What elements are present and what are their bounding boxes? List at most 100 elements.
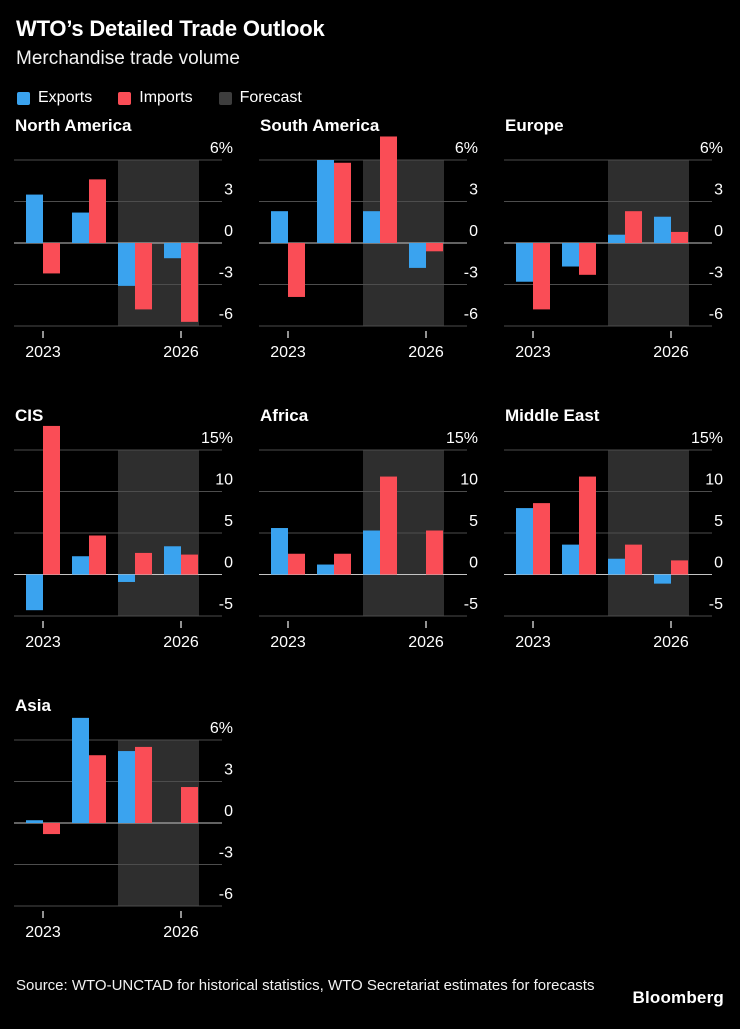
bar-exports-2023: [516, 508, 533, 575]
y-tick-label: -5: [464, 596, 478, 613]
y-tick-label: 15%: [201, 430, 233, 447]
chart-svg: 6% 3 0 -3 -6 2023 2026: [14, 717, 233, 941]
bar-imports-2023: [533, 243, 550, 310]
bar-exports-2023: [271, 528, 288, 575]
bar-exports-2026: [654, 216, 671, 243]
legend-label: Forecast: [239, 89, 302, 106]
chart-title: North America: [15, 116, 132, 135]
y-tick-label: -6: [219, 886, 233, 903]
bloomberg-logo: Bloomberg: [632, 988, 724, 1007]
bar-imports-2023: [43, 243, 60, 274]
bar-exports-2025: [363, 530, 380, 575]
y-tick-label: -6: [464, 306, 478, 323]
chart-asia: Asia 6% 3 0 -3 -6 2023 2026: [0, 690, 245, 950]
bar-imports-2026: [181, 787, 198, 823]
y-tick-label: -6: [219, 306, 233, 323]
legend-swatch-imports: [118, 91, 132, 105]
bar-exports-2023: [26, 574, 43, 611]
bar-exports-2026: [164, 243, 181, 259]
bar-imports-2024: [89, 535, 106, 575]
bar-imports-2025: [625, 544, 642, 575]
bar-exports-2024: [72, 717, 89, 823]
x-tick-label: 2026: [163, 344, 199, 361]
bar-imports-2023: [288, 243, 305, 297]
chart-middle-east: Middle East 15% 10 5 0 -5 2023 2026: [490, 400, 735, 660]
bar-exports-2024: [72, 212, 89, 243]
bar-imports-2023: [43, 823, 60, 835]
y-tick-label: -3: [464, 265, 478, 282]
bar-imports-2026: [671, 231, 688, 243]
chart-south-america: South America 6% 3 0 -3 -6 2023 2026: [245, 110, 490, 370]
bar-imports-2025: [135, 243, 152, 310]
chart-title: CIS: [15, 406, 44, 425]
chart-cis: CIS 15% 10 5 0 -5 2023 2026: [0, 400, 245, 660]
x-tick-label: 2023: [515, 344, 551, 361]
y-tick-label: 5: [469, 513, 478, 530]
y-tick-label: 6%: [455, 140, 478, 157]
x-tick-label: 2023: [25, 634, 61, 651]
x-tick-label: 2026: [653, 634, 689, 651]
y-tick-label: 6%: [700, 140, 723, 157]
header: WTO’s Detailed Trade Outlook Merchandise…: [16, 16, 325, 70]
bar-exports-2025: [608, 558, 625, 575]
chart-svg: 6% 3 0 -3 -6 2023 2026: [14, 140, 233, 361]
bar-imports-2026: [426, 243, 443, 252]
y-tick-label: -3: [709, 265, 723, 282]
chart-svg: 6% 3 0 -3 -6 2023 2026: [259, 136, 478, 361]
chart-svg: 15% 10 5 0 -5 2023 2026: [14, 425, 233, 651]
bar-imports-2026: [181, 554, 198, 575]
y-tick-label: 3: [469, 182, 478, 199]
x-tick-label: 2023: [270, 634, 306, 651]
legend-item-forecast: Forecast: [218, 89, 302, 107]
y-tick-label: 0: [714, 223, 723, 240]
y-tick-label: 15%: [691, 430, 723, 447]
legend-label: Imports: [139, 89, 193, 106]
bar-exports-2026: [164, 546, 181, 575]
y-tick-label: -5: [219, 596, 233, 613]
y-tick-label: 10: [705, 472, 723, 489]
legend-swatch-exports: [17, 91, 30, 105]
chart-europe: Europe 6% 3 0 -3 -6 2023 2026: [490, 110, 735, 370]
bar-imports-2024: [579, 476, 596, 575]
legend: Exports Imports Forecast: [17, 89, 302, 107]
x-tick-label: 2023: [25, 344, 61, 361]
y-tick-label: -6: [709, 306, 723, 323]
x-tick-label: 2026: [408, 634, 444, 651]
bar-imports-2026: [671, 560, 688, 575]
legend-item-imports: Imports: [118, 89, 193, 107]
chart-title: Africa: [260, 406, 309, 425]
bar-imports-2024: [334, 162, 351, 243]
source-note: Source: WTO-UNCTAD for historical statis…: [16, 977, 595, 994]
legend-label: Exports: [38, 89, 93, 106]
x-tick-label: 2023: [270, 344, 306, 361]
y-tick-label: 0: [469, 555, 478, 572]
chart-title: Asia: [15, 696, 51, 715]
y-tick-label: 0: [224, 555, 233, 572]
bar-imports-2024: [89, 755, 106, 823]
y-tick-label: 0: [469, 223, 478, 240]
y-tick-label: 3: [224, 182, 233, 199]
chart-title: South America: [260, 116, 380, 135]
chart-svg: 15% 10 5 0 -5 2023 2026: [259, 430, 478, 651]
y-tick-label: -3: [219, 265, 233, 282]
chart-svg: 15% 10 5 0 -5 2023 2026: [504, 430, 723, 651]
bar-imports-2025: [380, 476, 397, 575]
x-tick-label: 2023: [25, 924, 61, 941]
y-tick-label: -5: [709, 596, 723, 613]
bar-exports-2024: [317, 564, 334, 575]
legend-item-exports: Exports: [17, 89, 92, 107]
bar-imports-2024: [89, 179, 106, 243]
y-tick-label: 0: [224, 803, 233, 820]
bar-imports-2023: [288, 553, 305, 575]
bar-imports-2026: [181, 243, 198, 322]
y-tick-label: 3: [224, 762, 233, 779]
bar-imports-2025: [135, 746, 152, 823]
bar-exports-2025: [608, 234, 625, 243]
x-tick-label: 2026: [408, 344, 444, 361]
page-title: WTO’s Detailed Trade Outlook: [16, 16, 325, 41]
y-tick-label: 15%: [446, 430, 478, 447]
chart-north-america: North America 6% 3 0 -3 -6 2023 2026: [0, 110, 245, 370]
bar-exports-2024: [72, 556, 89, 575]
y-tick-label: 10: [215, 472, 233, 489]
y-tick-label: 10: [460, 472, 478, 489]
